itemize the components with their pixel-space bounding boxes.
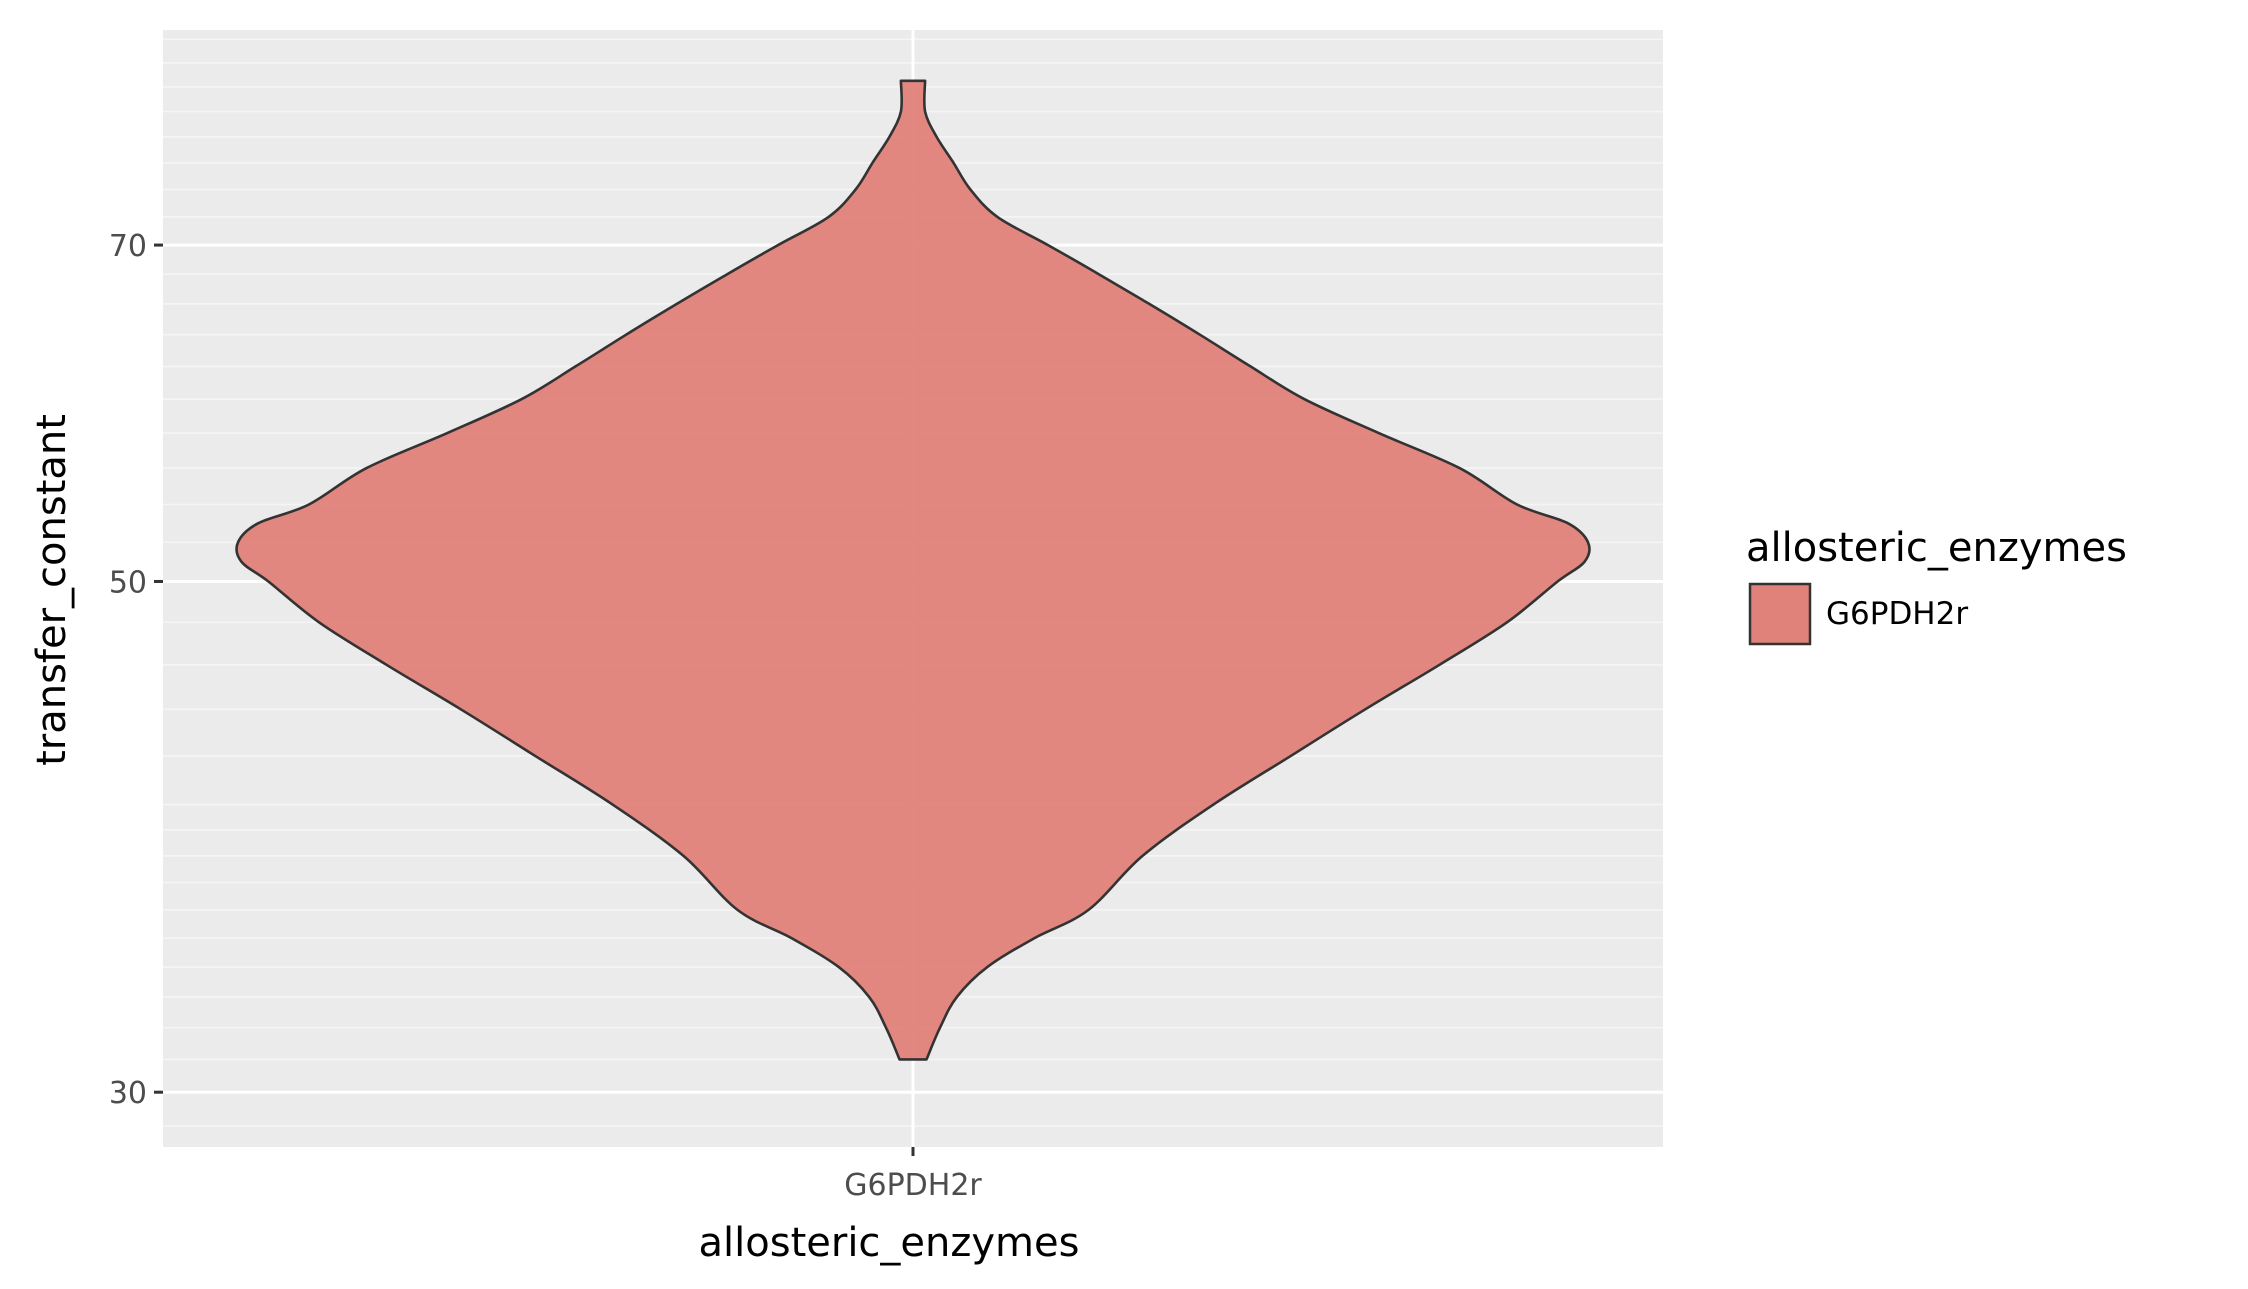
legend-key-g6pdh2r (1748, 582, 1812, 646)
violin-layer (235, 79, 1591, 1061)
legend-label-g6pdh2r: G6PDH2r (1826, 596, 1968, 632)
y-axis: 30 50 70 (109, 229, 163, 1111)
violin-g6pdh2r (235, 79, 1591, 1061)
y-axis-title: transfer_constant (29, 414, 75, 766)
x-axis: G6PDH2r (844, 1147, 982, 1203)
y-tick-label: 30 (109, 1076, 147, 1111)
y-tick-label: 50 (109, 565, 147, 600)
legend: allosteric_enzymes G6PDH2r (1746, 525, 2127, 646)
y-tick-label: 70 (109, 229, 147, 264)
legend-title: allosteric_enzymes (1746, 525, 2127, 571)
x-axis-title: allosteric_enzymes (699, 1220, 1080, 1266)
x-tick-label: G6PDH2r (844, 1168, 982, 1203)
